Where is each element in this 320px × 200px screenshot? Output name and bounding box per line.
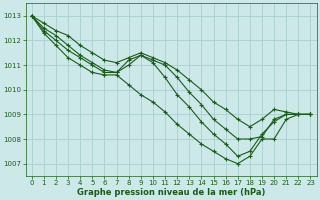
X-axis label: Graphe pression niveau de la mer (hPa): Graphe pression niveau de la mer (hPa) [77, 188, 265, 197]
